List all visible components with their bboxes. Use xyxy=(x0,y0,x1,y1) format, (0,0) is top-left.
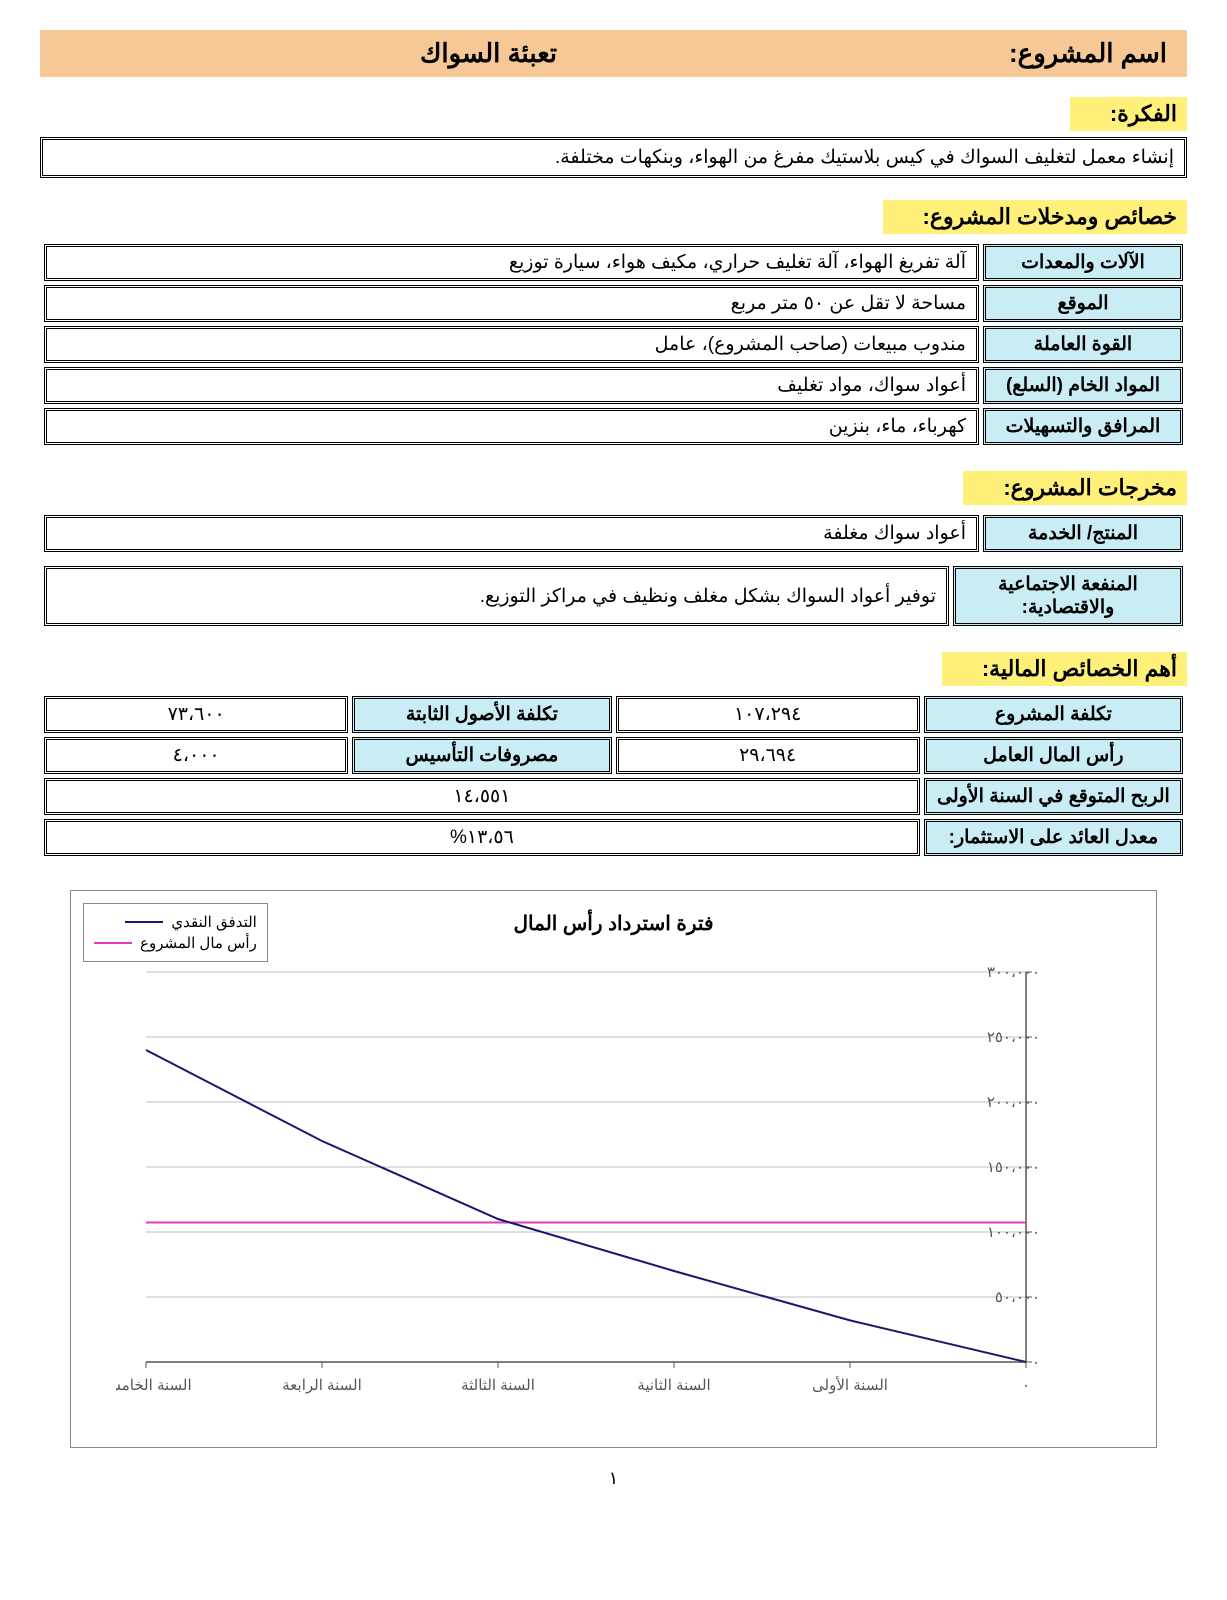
inputs-row-val: أعواد سواك، مواد تغليف xyxy=(44,367,979,404)
svg-text:السنة الثالثة: السنة الثالثة xyxy=(461,1377,535,1394)
fin-r1-h1: تكلفة المشروع xyxy=(924,696,1183,733)
svg-text:١٠٠،٠٠٠: ١٠٠،٠٠٠ xyxy=(987,1224,1040,1241)
svg-text:٢٥٠،٠٠٠: ٢٥٠،٠٠٠ xyxy=(987,1029,1040,1046)
legend-cashflow-label: التدفق النقدي xyxy=(171,913,256,931)
svg-text:١٥٠،٠٠٠: ١٥٠،٠٠٠ xyxy=(987,1159,1040,1176)
fin-r3-v: ١٤،٥٥١ xyxy=(44,778,920,815)
fin-r4-v: ١٣،٥٦% xyxy=(44,819,920,856)
table-row: المواد الخام (السلع)أعواد سواك، مواد تغل… xyxy=(44,367,1183,404)
svg-text:٠: ٠ xyxy=(1032,1354,1040,1371)
svg-text:السنة الأولى: السنة الأولى xyxy=(812,1376,888,1394)
inputs-table: الآلات والمعداتآلة تفريغ الهواء، آلة تغل… xyxy=(40,240,1187,449)
fin-r4-h: معدل العائد على الاستثمار: xyxy=(924,819,1183,856)
table-row: الموقعمساحة لا تقل عن ٥٠ متر مربع xyxy=(44,285,1183,322)
svg-text:٢٠٠،٠٠٠: ٢٠٠،٠٠٠ xyxy=(987,1094,1040,1111)
inputs-row-head: القوة العاملة xyxy=(983,326,1183,363)
outputs-table: المنتج/ الخدمةأعواد سواك مغلفة xyxy=(40,511,1187,556)
fin-r2-h2: مصروفات التأسيس xyxy=(352,737,611,774)
inputs-row-val: آلة تفريغ الهواء، آلة تغليف حراري، مكيف … xyxy=(44,244,979,281)
chart-svg: ٠ ٥٠،٠٠٠ ١٠٠،٠٠٠ ١٥٠،٠٠٠ ٢٠٠،٠٠٠ ٢٥٠،٠٠٠ ٣٠٠،٠… xyxy=(116,952,1136,1422)
fin-r1-v1: ١٠٧،٢٩٤ xyxy=(616,696,920,733)
chart-legend: التدفق النقدي رأس مال المشروع xyxy=(83,903,268,962)
financial-section: أهم الخصائص المالية: تكلفة المشروع ١٠٧،٢… xyxy=(40,652,1187,860)
inputs-row-head: الآلات والمعدات xyxy=(983,244,1183,281)
inputs-row-val: مندوب مبيعات (صاحب المشروع)، عامل xyxy=(44,326,979,363)
table-row: القوة العاملةمندوب مبيعات (صاحب المشروع)… xyxy=(44,326,1183,363)
legend-capital-label: رأس مال المشروع xyxy=(140,934,257,952)
table-row: المنتج/ الخدمةأعواد سواك مغلفة xyxy=(44,515,1183,552)
idea-text: إنشاء معمل لتغليف السواك في كيس بلاستيك … xyxy=(40,137,1187,178)
svg-text:٣٠٠،٠٠٠: ٣٠٠،٠٠٠ xyxy=(987,964,1040,981)
table-row: المرافق والتسهيلاتكهرباء، ماء، بنزين xyxy=(44,408,1183,445)
fin-r1-h2: تكلفة الأصول الثابتة xyxy=(352,696,611,733)
project-title: تعبئة السواك xyxy=(60,38,917,69)
inputs-section: خصائص ومدخلات المشروع: الآلات والمعداتآل… xyxy=(40,200,1187,449)
outputs-label: مخرجات المشروع: xyxy=(963,471,1187,505)
svg-text:السنة الثانية: السنة الثانية xyxy=(637,1377,710,1394)
legend-cashflow-line xyxy=(125,921,163,923)
page-number: ١ xyxy=(40,1468,1187,1489)
fin-r3-h: الربح المتوقع في السنة الأولى xyxy=(924,778,1183,815)
idea-section: الفكرة: إنشاء معمل لتغليف السواك في كيس … xyxy=(40,97,1187,178)
benefit-val: توفير أعواد السواك بشكل مغلف ونظيف في مر… xyxy=(44,566,949,626)
inputs-row-val: كهرباء، ماء، بنزين xyxy=(44,408,979,445)
legend-capital-line xyxy=(94,942,132,944)
fin-r2-v1: ٢٩،٦٩٤ xyxy=(616,737,920,774)
fin-r2-h1: رأس المال العامل xyxy=(924,737,1183,774)
fin-r2-v2: ٤،٠٠٠ xyxy=(44,737,348,774)
benefit-table: المنفعة الاجتماعية والاقتصادية: توفير أع… xyxy=(40,562,1187,630)
financial-table: تكلفة المشروع ١٠٧،٢٩٤ تكلفة الأصول الثاب… xyxy=(40,692,1187,860)
fin-r1-v2: ٧٣،٦٠٠ xyxy=(44,696,348,733)
inputs-row-head: المرافق والتسهيلات xyxy=(983,408,1183,445)
project-name-label: اسم المشروع: xyxy=(917,38,1167,69)
legend-capital: رأس مال المشروع xyxy=(94,934,257,952)
outputs-section: مخرجات المشروع: المنتج/ الخدمةأعواد سواك… xyxy=(40,471,1187,630)
svg-text:السنة الخامسة: السنة الخامسة xyxy=(116,1377,192,1394)
outputs-row-val: أعواد سواك مغلفة xyxy=(44,515,979,552)
svg-text:٥٠،٠٠٠: ٥٠،٠٠٠ xyxy=(995,1289,1040,1306)
table-row: الآلات والمعداتآلة تفريغ الهواء، آلة تغل… xyxy=(44,244,1183,281)
inputs-row-val: مساحة لا تقل عن ٥٠ متر مربع xyxy=(44,285,979,322)
benefit-head: المنفعة الاجتماعية والاقتصادية: xyxy=(953,566,1183,626)
svg-text:السنة الرابعة: السنة الرابعة xyxy=(282,1377,362,1394)
inputs-label: خصائص ومدخلات المشروع: xyxy=(883,200,1187,234)
payback-chart: التدفق النقدي رأس مال المشروع فترة استرد… xyxy=(70,890,1157,1448)
inputs-row-head: الموقع xyxy=(983,285,1183,322)
outputs-row-head: المنتج/ الخدمة xyxy=(983,515,1183,552)
financial-label: أهم الخصائص المالية: xyxy=(942,652,1187,686)
project-header: اسم المشروع: تعبئة السواك xyxy=(40,30,1187,77)
svg-text:٠: ٠ xyxy=(1022,1377,1030,1394)
legend-cashflow: التدفق النقدي xyxy=(94,913,257,931)
inputs-row-head: المواد الخام (السلع) xyxy=(983,367,1183,404)
idea-label: الفكرة: xyxy=(1070,97,1187,131)
